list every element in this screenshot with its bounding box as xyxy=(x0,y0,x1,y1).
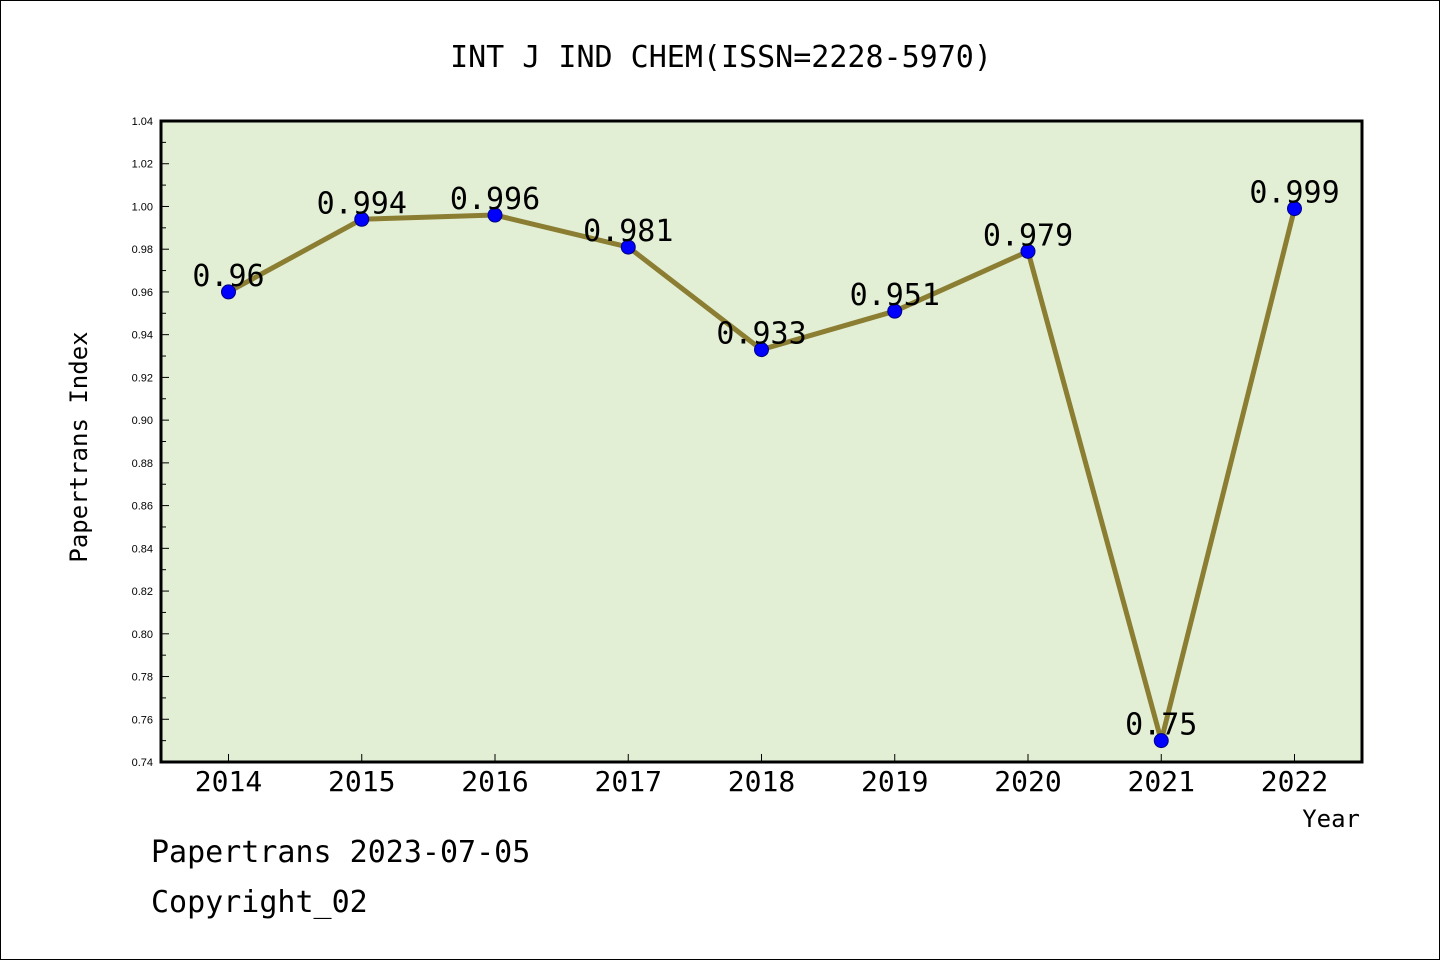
data-label: 0.996 xyxy=(450,182,540,217)
x-tick-label: 2017 xyxy=(595,765,662,798)
y-tick-label: 1.02 xyxy=(132,159,153,171)
y-tick-label: 0.88 xyxy=(132,458,153,470)
x-tick-label: 2015 xyxy=(328,765,395,798)
y-tick-label: 0.92 xyxy=(132,372,153,384)
y-tick-label: 0.84 xyxy=(132,543,153,555)
footer-copyright: Copyright_02 xyxy=(151,885,368,920)
x-tick-label: 2020 xyxy=(994,765,1061,798)
data-point xyxy=(620,239,636,255)
data-label: 0.96 xyxy=(192,259,264,294)
data-label: 0.951 xyxy=(850,278,940,313)
y-tick-label: 0.86 xyxy=(132,501,153,513)
y-tick-label: 1.00 xyxy=(132,201,153,213)
x-tick-label: 2018 xyxy=(728,765,795,798)
x-tick-label: 2021 xyxy=(1128,765,1195,798)
y-tick-label: 0.96 xyxy=(132,287,153,299)
data-label: 0.981 xyxy=(583,214,673,249)
x-tick-label: 2016 xyxy=(461,765,528,798)
data-point xyxy=(754,342,769,358)
y-tick-label: 0.74 xyxy=(132,757,153,769)
data-point xyxy=(1020,243,1036,259)
y-tick-label: 0.98 xyxy=(132,244,153,256)
data-point xyxy=(354,211,370,227)
y-tick-label: 0.80 xyxy=(132,629,153,641)
x-tick-label: 2014 xyxy=(195,765,262,798)
data-label: 0.999 xyxy=(1249,176,1339,211)
data-label: 0.933 xyxy=(716,317,806,352)
data-label: 0.994 xyxy=(317,186,407,221)
y-tick-label: 0.78 xyxy=(132,672,153,684)
data-point xyxy=(887,303,903,319)
x-axis: 2014 2015 2016 2017 2018 2019 2020 2021 2022 xyxy=(195,754,1328,798)
y-tick-label: 0.90 xyxy=(132,415,153,427)
y-tick-label: 0.76 xyxy=(132,714,153,726)
x-tick-label: 2022 xyxy=(1261,765,1328,798)
x-tick-label: 2019 xyxy=(861,765,928,798)
y-axis: 0.74 0.76 0.78 0.80 0.82 0.84 0.86 0.88 0.90 0.92… xyxy=(132,116,169,769)
y-tick-label: 1.04 xyxy=(132,116,153,128)
y-tick-label: 0.82 xyxy=(132,586,153,598)
series-group: 0.96 0.994 0.996 0.981 0.933 0.951 0.979 0.75 0.… xyxy=(192,176,1340,749)
data-point xyxy=(1287,201,1302,217)
data-label: 0.979 xyxy=(983,218,1073,253)
y-tick-label: 0.94 xyxy=(132,330,153,342)
x-axis-label: Year xyxy=(1302,805,1360,833)
data-point xyxy=(487,207,503,223)
footer-source: Papertrans 2023-07-05 xyxy=(151,835,531,870)
y-axis-label: Papertrans Index xyxy=(65,331,93,562)
data-point xyxy=(221,284,236,300)
chart-title: INT J IND CHEM(ISSN=2228-5970) xyxy=(450,40,992,75)
plot-area xyxy=(159,119,1364,764)
data-label: 0.75 xyxy=(1125,708,1197,743)
data-point xyxy=(1153,733,1169,749)
